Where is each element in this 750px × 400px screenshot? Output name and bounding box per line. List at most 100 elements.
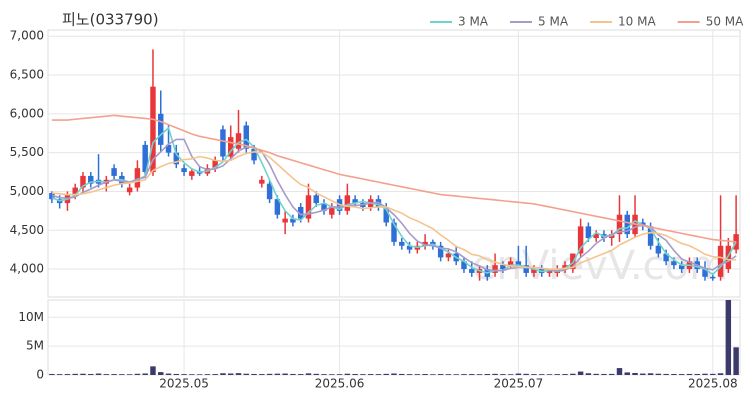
volume-bar <box>88 374 94 375</box>
candle-body <box>243 125 249 149</box>
y-tick-label: 7,000 <box>10 29 44 43</box>
candle-body <box>647 226 654 246</box>
candle-body <box>134 168 141 188</box>
legend-label: 3 MA <box>458 15 489 29</box>
volume-bar <box>321 374 327 375</box>
volume-bar <box>204 374 211 375</box>
volume-bar <box>383 373 389 375</box>
volume-bar <box>710 373 716 375</box>
candle-body <box>189 171 195 176</box>
volume-bar <box>227 373 234 375</box>
volume-bar <box>414 374 421 375</box>
candle-body <box>313 195 319 204</box>
candle-body <box>717 245 724 277</box>
volume-bar <box>220 373 226 375</box>
volume-bar <box>678 374 685 375</box>
volume-bar <box>134 373 141 375</box>
candle-body <box>469 269 475 273</box>
y-tick-label: 4,500 <box>10 223 44 237</box>
candle-body <box>461 261 467 270</box>
candle-body <box>663 253 669 262</box>
ma-line <box>51 114 737 243</box>
candle-body <box>593 234 599 239</box>
volume-panel <box>47 299 741 376</box>
candle-body <box>655 245 662 254</box>
candle-body <box>282 218 288 223</box>
candle-body <box>227 137 234 157</box>
volume-bar <box>329 374 335 375</box>
candle-body <box>165 144 172 153</box>
candle-body <box>546 270 553 273</box>
candle-body <box>500 265 506 270</box>
volume-bar <box>562 374 568 375</box>
volume-bar <box>469 374 475 375</box>
candle-body <box>329 206 335 215</box>
volume-bar <box>725 300 732 375</box>
volume-bar <box>80 373 86 375</box>
volume-bar <box>367 374 374 375</box>
volume-bar <box>531 374 537 375</box>
y-tick-label: 6,500 <box>10 68 44 82</box>
candle-body <box>80 175 86 188</box>
volume-bar <box>119 374 125 375</box>
legend-label: 50 MA <box>706 15 744 29</box>
volume-bar <box>212 374 218 375</box>
candle-body <box>678 265 685 270</box>
volume-bar <box>173 373 180 375</box>
candle-body <box>515 261 522 266</box>
candle-body <box>585 226 592 239</box>
volume-bar <box>500 374 506 375</box>
candle-body <box>531 269 537 273</box>
y-tick-label: 4,000 <box>10 262 44 276</box>
candle-body <box>437 245 444 258</box>
volume-bar <box>461 374 467 375</box>
y-tick-label: 5,500 <box>10 145 44 159</box>
volume-bar <box>165 373 172 375</box>
candle-body <box>391 222 397 242</box>
candle-body <box>126 187 133 193</box>
volume-bar <box>282 373 288 375</box>
volume-bar <box>577 371 584 375</box>
volume-bar <box>554 374 561 375</box>
volume-bar <box>360 374 366 375</box>
volume-bar <box>523 373 529 375</box>
candle-body <box>702 269 708 277</box>
volume-bar <box>251 373 257 375</box>
volume-bar <box>406 374 413 375</box>
volume-bar <box>624 372 630 375</box>
candle-body <box>352 199 358 204</box>
volume-bar <box>266 373 273 375</box>
volume-bar <box>297 374 304 375</box>
candle-body <box>422 241 428 246</box>
volume-bar <box>243 373 249 375</box>
candle-body <box>624 214 630 235</box>
ma-line <box>51 138 737 273</box>
volume-bar <box>702 373 708 375</box>
candle-body <box>321 203 327 211</box>
candle-body <box>671 261 677 266</box>
volume-bar <box>72 373 78 375</box>
volume-bar <box>126 374 133 375</box>
candle-body <box>266 183 273 200</box>
candle-body <box>158 113 164 145</box>
x-tick-label: 2025.07 <box>494 377 544 391</box>
x-tick-label: 2025.08 <box>688 377 738 391</box>
candle-body <box>220 129 226 157</box>
candle-body <box>212 160 218 169</box>
candle-body <box>305 195 312 219</box>
volume-bar <box>49 373 55 375</box>
volume-bar <box>515 373 522 375</box>
volume-tick-label: 10M <box>18 310 44 324</box>
volume-bar <box>336 374 343 375</box>
volume-tick-label: 0 <box>36 368 44 382</box>
volume-bar <box>196 374 203 375</box>
volume-bar <box>632 372 638 375</box>
y-tick-label: 6,000 <box>10 106 44 120</box>
volume-bar <box>430 374 436 375</box>
legend-label: 5 MA <box>538 15 569 29</box>
candle-body <box>142 144 148 173</box>
candle-body <box>383 206 389 223</box>
ma-line <box>51 126 737 276</box>
volume-bar <box>570 373 576 375</box>
legend-label: 10 MA <box>618 15 656 29</box>
